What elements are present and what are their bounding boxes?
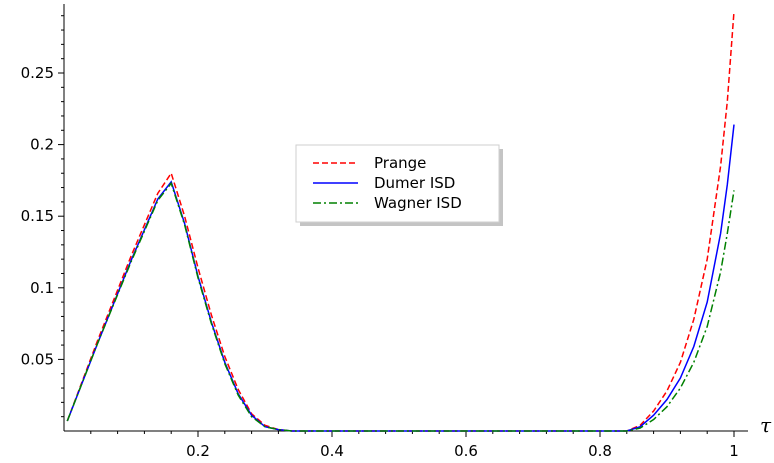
y-tick-label: 0.2 (30, 136, 54, 154)
x-tick-label: 0.8 (588, 442, 612, 460)
x-ticks: 0.2 0.4 0.6 0.8 1 (90, 431, 739, 460)
x-tick-label: 0.4 (320, 442, 344, 460)
x-tick-label: 1 (729, 442, 739, 460)
legend-entries: Prange Dumer ISD Wagner ISD (313, 154, 462, 212)
series-line-0 (66, 11, 735, 432)
series-line-2 (66, 181, 735, 432)
legend-label: Wagner ISD (374, 194, 462, 212)
y-tick-label: 0.25 (21, 64, 54, 82)
x-tick-label: 0.2 (186, 442, 210, 460)
series-layer (66, 11, 735, 432)
y-tick-label: 0.05 (21, 350, 54, 368)
x-tick-label: 0.6 (454, 442, 478, 460)
y-tick-label: 0.15 (21, 207, 54, 225)
legend-label: Dumer ISD (374, 174, 455, 192)
legend: Prange Dumer ISD Wagner ISD (295, 144, 503, 226)
x-axis-label: τ (760, 413, 772, 437)
legend-label: Prange (374, 154, 426, 172)
y-tick-label: 0.1 (30, 279, 54, 297)
axes: 0.2 0.4 0.6 0.8 1 0.05 0.1 0.15 0.2 0.25 τ (21, 4, 772, 460)
y-ticks: 0.05 0.1 0.15 0.2 0.25 (21, 15, 64, 418)
